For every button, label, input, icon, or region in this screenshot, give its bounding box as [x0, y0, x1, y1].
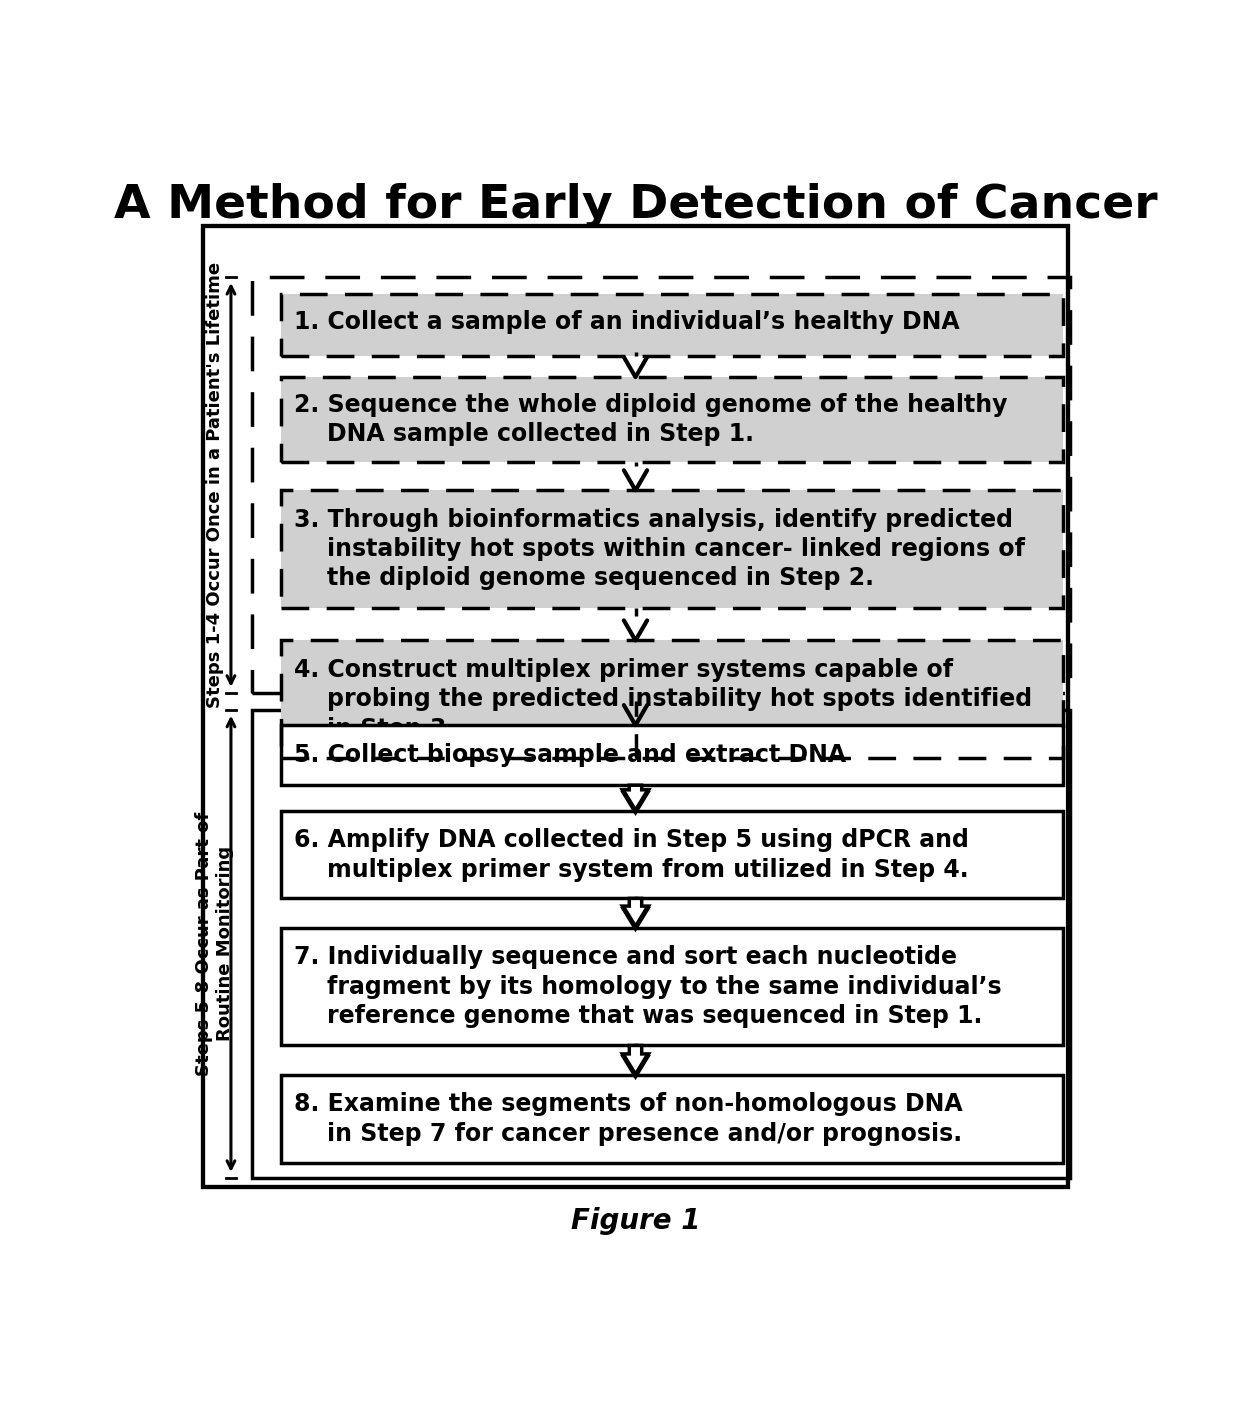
Polygon shape [280, 491, 1064, 608]
Polygon shape [622, 785, 649, 811]
Text: DNA sample collected in Step 1.: DNA sample collected in Step 1. [295, 422, 754, 446]
Text: multiplex primer system from utilized in Step 4.: multiplex primer system from utilized in… [295, 857, 970, 881]
Text: 2. Sequence the whole diploid genome of the healthy: 2. Sequence the whole diploid genome of … [295, 393, 1008, 417]
Polygon shape [280, 1076, 1064, 1162]
Polygon shape [280, 928, 1064, 1045]
Text: 7. Individually sequence and sort each nucleotide: 7. Individually sequence and sort each n… [295, 945, 957, 969]
Text: the diploid genome sequenced in Step 2.: the diploid genome sequenced in Step 2. [295, 567, 874, 591]
Text: fragment by its homology to the same individual’s: fragment by its homology to the same ind… [295, 974, 1002, 998]
Text: 3. Through bioinformatics analysis, identify predicted: 3. Through bioinformatics analysis, iden… [295, 508, 1013, 532]
Text: in Step 7 for cancer presence and/or prognosis.: in Step 7 for cancer presence and/or pro… [295, 1121, 962, 1145]
Polygon shape [252, 709, 1069, 1177]
Text: in Step 3.: in Step 3. [295, 716, 456, 740]
Polygon shape [280, 811, 1064, 898]
Polygon shape [280, 640, 1064, 759]
Text: Steps 5-8 Occur as Part of
Routine Monitoring: Steps 5-8 Occur as Part of Routine Monit… [195, 812, 234, 1076]
Text: 1. Collect a sample of an individual’s healthy DNA: 1. Collect a sample of an individual’s h… [295, 310, 960, 334]
Polygon shape [280, 293, 1064, 355]
Text: 8. Examine the segments of non-homologous DNA: 8. Examine the segments of non-homologou… [295, 1093, 963, 1117]
Polygon shape [622, 1045, 649, 1076]
Polygon shape [280, 376, 1064, 462]
Text: 6. Amplify DNA collected in Step 5 using dPCR and: 6. Amplify DNA collected in Step 5 using… [295, 828, 970, 852]
Text: 4. Construct multiplex primer systems capable of: 4. Construct multiplex primer systems ca… [295, 658, 954, 682]
Text: A Method for Early Detection of Cancer: A Method for Early Detection of Cancer [114, 183, 1157, 228]
Text: reference genome that was sequenced in Step 1.: reference genome that was sequenced in S… [295, 1004, 983, 1028]
Polygon shape [203, 226, 1068, 1187]
Text: Steps 1-4 Occur Once in a Patient's Lifetime: Steps 1-4 Occur Once in a Patient's Life… [206, 262, 223, 708]
Text: probing the predicted instability hot spots identified: probing the predicted instability hot sp… [295, 687, 1033, 711]
Text: instability hot spots within cancer- linked regions of: instability hot spots within cancer- lin… [295, 537, 1025, 561]
Text: Figure 1: Figure 1 [570, 1207, 701, 1235]
Polygon shape [280, 725, 1064, 785]
Polygon shape [622, 898, 649, 928]
Text: 5. Collect biopsy sample and extract DNA: 5. Collect biopsy sample and extract DNA [295, 743, 847, 767]
